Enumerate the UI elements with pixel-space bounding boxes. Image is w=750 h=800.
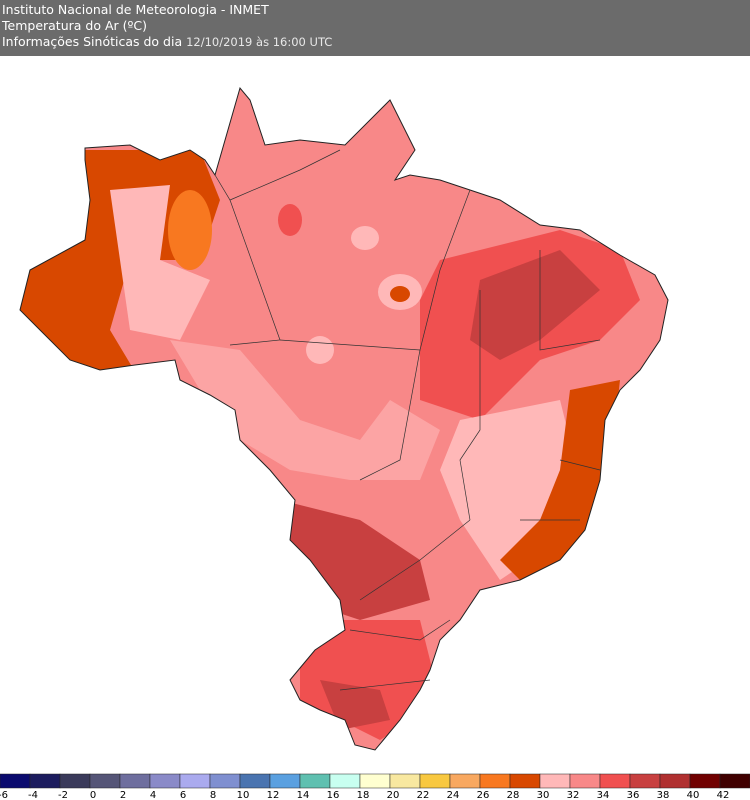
legend-tick-label: 12 xyxy=(267,790,280,800)
legend-tick-label: 6 xyxy=(180,790,186,800)
legend-swatch xyxy=(119,773,151,789)
info-label: Informações Sinóticas do dia xyxy=(2,34,183,49)
legend-swatch xyxy=(509,773,541,789)
legend-tick-label: 18 xyxy=(357,790,370,800)
field-spot-core xyxy=(390,286,410,302)
legend-swatch xyxy=(719,773,750,789)
field-spot xyxy=(278,204,302,236)
legend-swatch xyxy=(329,773,361,789)
legend-swatch xyxy=(479,773,511,789)
field-mild-center xyxy=(170,340,440,480)
header-title: Instituto Nacional de Meteorologia - INM… xyxy=(2,2,269,17)
header: Instituto Nacional de Meteorologia - INM… xyxy=(0,0,750,56)
legend-swatch xyxy=(209,773,241,789)
legend-tick-label: -6 xyxy=(0,790,8,800)
legend-tick-label: 0 xyxy=(90,790,96,800)
legend-tick-label: 2 xyxy=(120,790,126,800)
legend-swatch xyxy=(0,773,31,789)
field-hotter-north xyxy=(470,250,600,360)
legend-tick-label: 40 xyxy=(687,790,700,800)
legend-swatch xyxy=(89,773,121,789)
legend-tick-label: 38 xyxy=(657,790,670,800)
color-legend: -6-4-20246810121416182022242628303234363… xyxy=(0,773,750,800)
field-hot-core xyxy=(168,190,212,270)
header-subtitle: Temperatura do Ar (ºC) xyxy=(2,18,147,33)
legend-swatch xyxy=(689,773,721,789)
legend-swatch xyxy=(59,773,91,789)
legend-swatch xyxy=(659,773,691,789)
legend-tick-label: 10 xyxy=(237,790,250,800)
legend-tick-label: 28 xyxy=(507,790,520,800)
header-info: Informações Sinóticas do dia 12/10/2019 … xyxy=(2,34,750,50)
legend-swatch xyxy=(419,773,451,789)
legend-tick-label: -4 xyxy=(28,790,38,800)
legend-swatch xyxy=(299,773,331,789)
legend-swatch xyxy=(269,773,301,789)
field-spot xyxy=(351,226,379,250)
legend-swatch xyxy=(359,773,391,789)
state-borders xyxy=(214,149,601,691)
legend-swatch xyxy=(599,773,631,789)
legend-tick-label: -2 xyxy=(58,790,68,800)
legend-tick-label: 36 xyxy=(627,790,640,800)
legend-tick-label: 14 xyxy=(297,790,310,800)
field-spot xyxy=(306,336,334,364)
info-datetime: 12/10/2019 às 16:00 UTC xyxy=(186,35,333,49)
legend-swatch xyxy=(149,773,181,789)
field-mild-west xyxy=(110,185,210,340)
legend-swatch xyxy=(569,773,601,789)
temperature-field xyxy=(20,88,668,750)
legend-swatch xyxy=(239,773,271,789)
legend-tick-label: 32 xyxy=(567,790,580,800)
legend-tick-label: 16 xyxy=(327,790,340,800)
legend-swatch xyxy=(629,773,661,789)
legend-tick-label: 4 xyxy=(150,790,156,800)
legend-tick-label: 8 xyxy=(210,790,216,800)
legend-swatch xyxy=(179,773,211,789)
legend-tick-label: 42 xyxy=(717,790,730,800)
legend-swatch xyxy=(539,773,571,789)
legend-swatch xyxy=(29,773,61,789)
legend-swatch xyxy=(389,773,421,789)
legend-tick-label: 30 xyxy=(537,790,550,800)
legend-swatch xyxy=(449,773,481,789)
legend-tick-label: 24 xyxy=(447,790,460,800)
legend-tick-label: 34 xyxy=(597,790,610,800)
legend-tick-label: 26 xyxy=(477,790,490,800)
legend-tick-label: 22 xyxy=(417,790,430,800)
legend-tick-label: 20 xyxy=(387,790,400,800)
